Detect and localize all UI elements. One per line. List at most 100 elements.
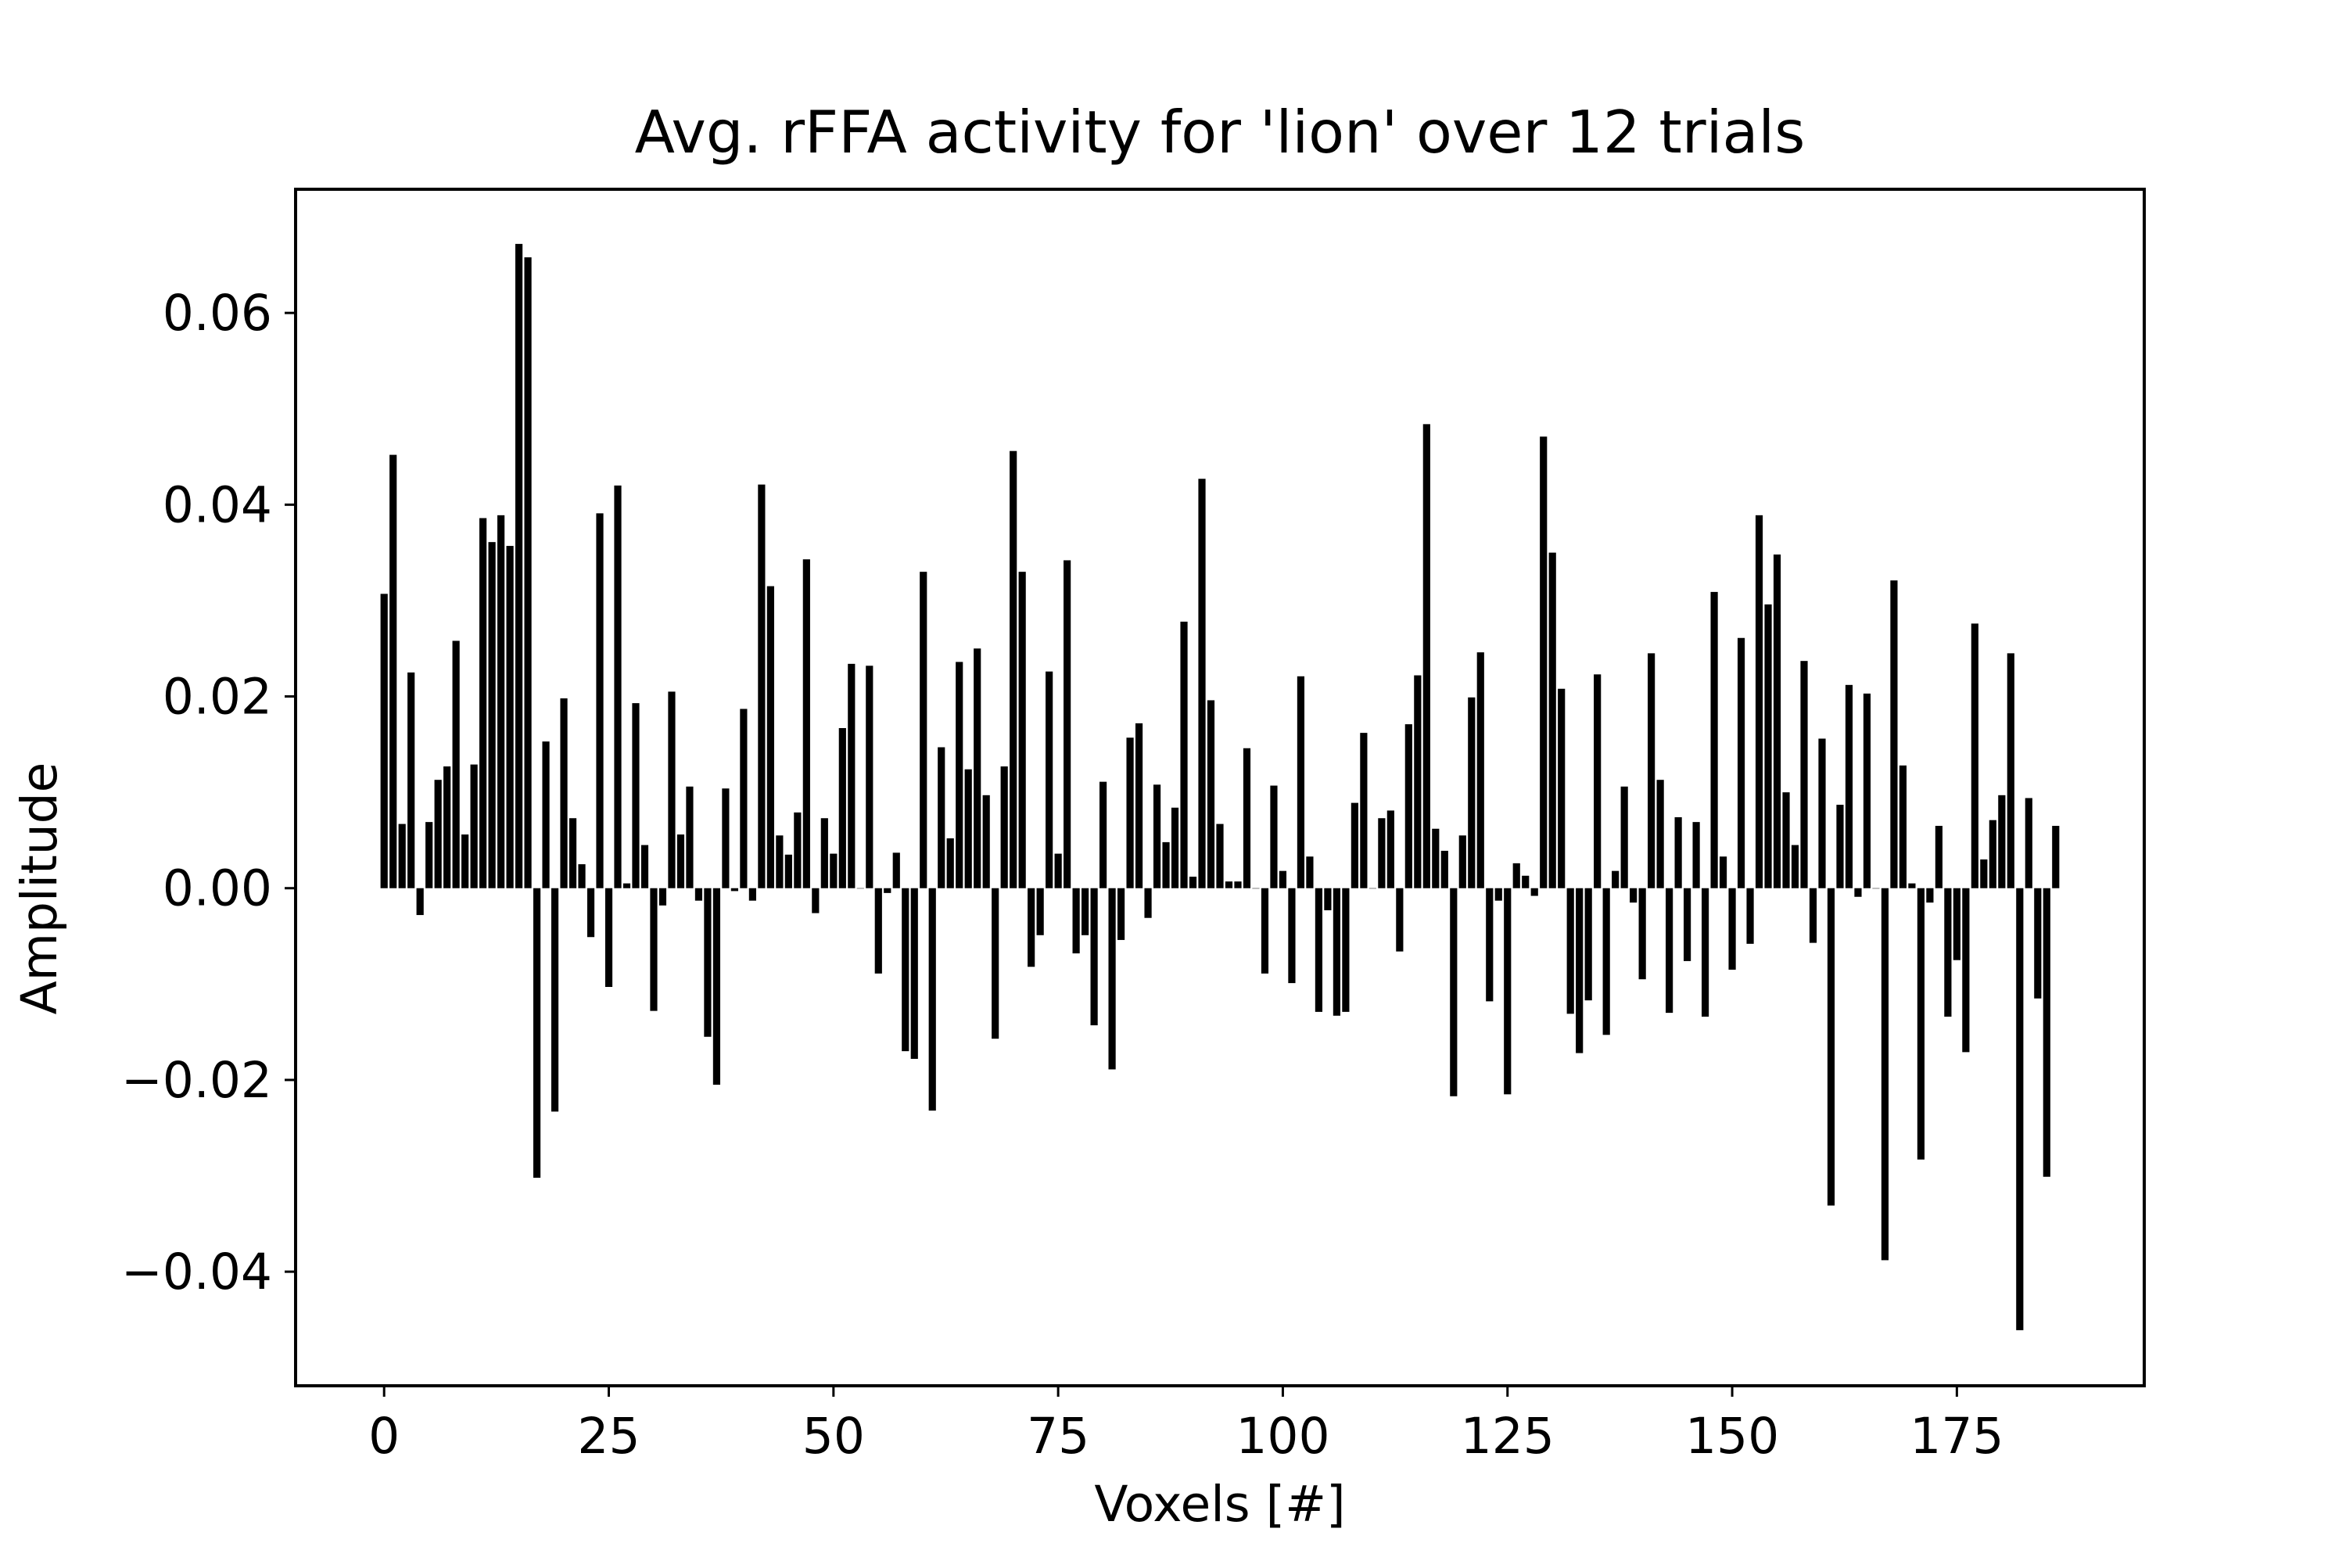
y-tick-label: 0.02: [163, 669, 272, 726]
bar-voxel-174: [1944, 888, 1952, 1017]
y-axis-ticks: −0.04 −0.02 0.00 0.02 0.04 0.06: [121, 285, 296, 1301]
bar-voxel-154: [1764, 604, 1772, 888]
bar-voxel-184: [2034, 888, 2042, 999]
bar-voxel-38: [722, 788, 730, 888]
bar-voxel-18: [542, 741, 550, 888]
bar-voxel-177: [1971, 623, 1978, 888]
bar-voxel-149: [1719, 856, 1727, 888]
bar-voxel-11: [479, 518, 487, 888]
bar-voxel-116: [1422, 424, 1430, 888]
bar-voxel-106: [1333, 888, 1340, 1016]
bar-voxel-19: [551, 888, 559, 1112]
bar-voxel-33: [676, 834, 685, 888]
bar-voxel-102: [1297, 676, 1305, 888]
bar-voxel-17: [533, 888, 541, 1178]
bar-voxel-108: [1351, 802, 1358, 888]
bar-voxel-6: [434, 780, 442, 888]
bar-voxel-52: [848, 663, 856, 888]
bar-voxel-104: [1315, 888, 1323, 1012]
bar-voxel-134: [1584, 888, 1592, 1001]
bar-voxel-122: [1476, 652, 1484, 888]
bar-voxel-138: [1620, 786, 1628, 888]
bar-voxel-152: [1746, 888, 1754, 944]
y-tick-label: 0.06: [163, 285, 272, 342]
bar-voxel-186: [2052, 826, 2060, 888]
bar-voxel-70: [1010, 450, 1017, 888]
x-tick-label: 75: [1027, 1408, 1089, 1465]
bar-voxel-77: [1072, 888, 1080, 954]
bar-voxel-173: [1935, 826, 1942, 888]
bar-voxel-4: [416, 888, 424, 916]
bar-voxel-63: [946, 838, 954, 888]
bar-voxel-129: [1540, 436, 1548, 888]
bar-voxel-89: [1180, 621, 1188, 888]
bar-voxel-130: [1548, 552, 1556, 888]
bar-voxel-128: [1530, 888, 1538, 896]
bar-voxel-109: [1360, 733, 1368, 888]
bar-voxel-99: [1270, 785, 1278, 888]
bar-voxel-96: [1243, 748, 1251, 888]
bar-voxel-137: [1612, 870, 1620, 888]
bar-voxel-157: [1791, 845, 1799, 888]
bar-voxel-179: [1989, 820, 1996, 888]
bar-voxel-94: [1225, 881, 1233, 888]
bar-voxel-100: [1279, 870, 1287, 888]
plot-area-frame: [294, 188, 2146, 1387]
bar-voxel-43: [766, 586, 774, 888]
bar-voxel-28: [632, 703, 640, 888]
bar-voxel-163: [1845, 684, 1853, 888]
x-tick-label: 0: [368, 1408, 400, 1465]
bar-voxel-103: [1306, 856, 1314, 888]
bar-voxel-90: [1189, 877, 1197, 888]
bar-voxel-31: [658, 888, 667, 906]
bar-voxel-22: [578, 864, 586, 888]
bar-voxel-80: [1099, 781, 1107, 888]
bar-voxel-64: [956, 662, 963, 888]
bar-voxel-118: [1440, 850, 1448, 888]
bar-voxel-115: [1414, 675, 1422, 888]
bar-voxel-135: [1594, 674, 1602, 888]
bar-voxel-147: [1702, 888, 1709, 1017]
bar-voxel-12: [488, 542, 496, 888]
bar-voxel-39: [730, 888, 738, 892]
bar-voxel-144: [1674, 817, 1682, 888]
bar-voxel-125: [1504, 888, 1512, 1095]
bar-voxel-44: [776, 835, 784, 888]
bar-voxel-29: [640, 845, 649, 888]
bar-voxel-84: [1135, 723, 1143, 888]
bar-voxel-124: [1494, 888, 1502, 901]
bar-voxel-69: [1000, 766, 1008, 888]
bar-voxel-71: [1018, 572, 1026, 888]
bar-voxel-127: [1522, 875, 1530, 888]
bar-voxel-136: [1602, 888, 1610, 1035]
bar-voxel-60: [920, 572, 927, 888]
bar-voxel-82: [1117, 888, 1125, 940]
bar-voxel-3: [407, 672, 415, 888]
bar-voxel-175: [1953, 888, 1960, 960]
bar-voxel-185: [2043, 888, 2050, 1177]
bar-voxel-59: [910, 888, 918, 1059]
bar-voxel-25: [604, 888, 613, 987]
bar-voxel-156: [1782, 792, 1790, 888]
y-tick-label: 0.04: [163, 476, 272, 533]
bar-voxel-181: [2007, 653, 2014, 888]
bar-voxel-47: [802, 559, 810, 888]
bar-voxel-142: [1656, 780, 1664, 888]
bar-voxel-32: [668, 691, 676, 888]
bar-voxel-169: [1899, 765, 1907, 888]
y-tick-label: −0.02: [121, 1052, 272, 1109]
bar-voxel-178: [1980, 859, 1988, 888]
bar-voxel-30: [650, 888, 658, 1011]
bar-voxel-67: [982, 795, 990, 888]
bar-voxel-61: [928, 888, 936, 1111]
bar-voxel-88: [1171, 807, 1179, 888]
bar-voxel-146: [1692, 822, 1700, 888]
bar-voxel-111: [1378, 818, 1386, 888]
bar-voxel-57: [892, 852, 900, 888]
bar-voxel-81: [1108, 888, 1116, 1070]
bar-voxel-54: [866, 666, 873, 888]
x-tick-label: 50: [802, 1408, 865, 1465]
x-tick-label: 100: [1236, 1408, 1329, 1465]
